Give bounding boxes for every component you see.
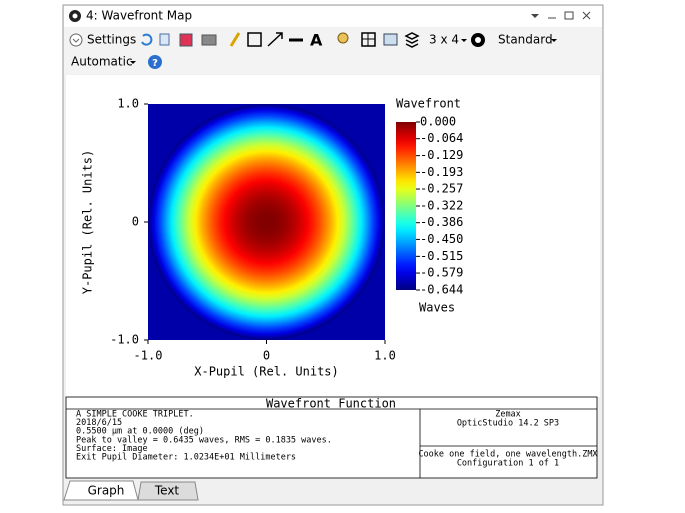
window-icon[interactable] [383, 33, 398, 46]
info-line: 2018/6/15 [76, 418, 122, 428]
mode-dropdown[interactable] [130, 61, 136, 64]
info-line: A SIMPLE COOKE TRIPLET. [76, 410, 194, 420]
view-button[interactable]: Standard [498, 33, 553, 47]
y-axis-label: Y-Pupil (Rel. Units) [81, 150, 95, 295]
program-line: Zemax [495, 410, 521, 420]
file-line: Cooke one field, one wavelength.ZMX [418, 450, 598, 460]
tab-text[interactable] [137, 481, 199, 501]
x-tick-label: -1.0 [134, 349, 163, 363]
settings-button[interactable]: Settings [87, 33, 136, 47]
colorbar-tick-label: -0.579 [420, 266, 463, 280]
pencil-icon[interactable] [229, 32, 241, 47]
layout-button[interactable]: 3 x 4 [429, 33, 459, 47]
text-icon[interactable]: A [310, 31, 323, 50]
colorbar-tick-label: 0.000 [420, 115, 456, 129]
colorbar [396, 122, 416, 290]
info-header: Wavefront Function [266, 397, 396, 411]
pupil-map [148, 104, 385, 340]
settings-chevron [72, 38, 80, 43]
menu-button[interactable] [531, 14, 539, 18]
app-icon-dot [72, 13, 78, 19]
lock-icon[interactable] [337, 32, 349, 44]
layout-dropdown[interactable] [461, 39, 467, 42]
save-icon[interactable] [179, 33, 193, 47]
colorbar-tick-label: -0.644 [420, 283, 463, 297]
grid-icon-lines [362, 33, 375, 46]
copy-icon[interactable] [159, 33, 170, 46]
rect-icon[interactable] [247, 32, 262, 47]
colorbar-tick-label: -0.515 [420, 249, 463, 263]
maximize-button[interactable] [564, 11, 574, 20]
info-text: A SIMPLE COOKE TRIPLET.2018/6/150.5500 µ… [76, 410, 598, 469]
close-button[interactable] [582, 11, 591, 20]
colorbar-tick-label: -0.322 [420, 199, 463, 213]
settings-icon[interactable] [69, 33, 83, 47]
colorbar-tick-label: -0.064 [420, 131, 463, 145]
arrow-icon[interactable] [267, 32, 283, 47]
title-bar [64, 6, 602, 27]
timer-icon-center [475, 37, 481, 43]
y-tick-label: 0 [132, 215, 139, 229]
view-dropdown[interactable] [551, 39, 557, 42]
colorbar-title: Wavefront [396, 97, 461, 111]
colorbar-tick-label: -0.257 [420, 182, 463, 196]
tab-graph[interactable] [63, 480, 139, 501]
tab-text-label[interactable]: Text [154, 484, 180, 498]
layers-icon[interactable] [404, 32, 420, 48]
colorbar-tick-label: -0.386 [420, 215, 463, 229]
mode-button[interactable]: Automatic [71, 55, 133, 69]
info-line: Exit Pupil Diameter: 1.0234E+01 Millimet… [76, 453, 296, 463]
info-box [65, 396, 598, 479]
info-line: 0.5500 µm at 0.0000 (deg) [76, 427, 204, 437]
x-axis-label: X-Pupil (Rel. Units) [194, 365, 339, 379]
colorbar-tick-label: -0.193 [420, 165, 463, 179]
info-line: Surface: Image [76, 444, 148, 454]
help-icon[interactable] [148, 55, 162, 69]
colorbar-tick-label: -0.129 [420, 148, 463, 162]
window-title: 4: Wavefront Map [86, 9, 192, 23]
help-icon-glyph: ? [152, 58, 158, 69]
program-line: OpticStudio 14.2 SP3 [457, 419, 559, 429]
colorbar-label: Waves [419, 301, 455, 315]
x-tick-label: 1.0 [374, 349, 396, 363]
plot: -1.0 0 1.0 -1.0 0 1.0 X-Pupil (Rel. Units) Y-Pu… [81, 97, 464, 379]
y-tick-label: -1.0 [110, 333, 139, 347]
tab-graph-label[interactable]: Graph [88, 484, 125, 498]
refresh-icon[interactable] [141, 33, 153, 46]
x-tick-label: 0 [263, 349, 270, 363]
info-line: Peak to valley = 0.6435 waves, RMS = 0.1… [76, 435, 332, 445]
colorbar-tick-label: -0.450 [420, 232, 463, 246]
y-tick-label: 1.0 [117, 97, 139, 111]
print-icon[interactable] [201, 34, 217, 46]
file-line: Configuration 1 of 1 [457, 459, 559, 469]
